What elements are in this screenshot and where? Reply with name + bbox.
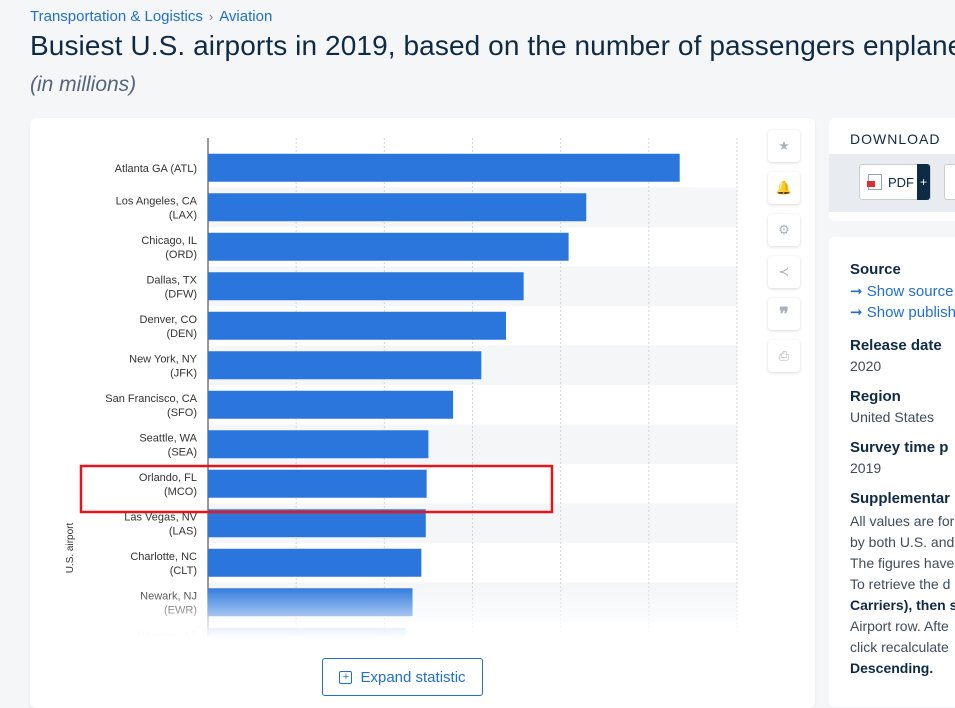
region-label: Region [850,388,901,405]
fade-overlay [30,586,750,638]
star-icon: ★ [778,138,790,153]
bell-icon: 🔔 [775,180,793,195]
bar [208,311,507,340]
supplementary-text: All values are for by both U.S. and The … [850,511,955,679]
tick-label: Charlotte, NC [130,551,197,563]
expand-label: Expand statistic [360,668,466,686]
breadcrumb-separator: › [208,9,214,24]
tick-label: Los Angeles, CA [116,195,198,207]
show-source-link[interactable]: ➞ Show source [850,283,954,300]
supp-line: Airport row. Afte [850,618,949,634]
tick-label: New York, NY [129,353,198,365]
settings-button[interactable]: ⚙ [768,214,800,246]
share-icon: ≺ [778,264,790,279]
show-publisher-link[interactable]: ➞ Show publish [850,304,955,321]
supp-line: Descending. [850,660,934,676]
region-value: United States [850,409,935,425]
bar [208,390,454,419]
chart-toolbar: ★ 🔔 ⚙ ≺ ❞ ⎙ [768,130,800,372]
tick-label: (ORD) [165,249,197,261]
breadcrumb-subcategory[interactable]: Aviation [219,8,273,25]
cite-button[interactable]: ❞ [768,298,800,330]
supp-line: All values are for [850,513,955,529]
tick-label: Las Vegas, NV [124,511,197,523]
chart-card: Atlanta GA (ATL) Los Angeles, CA (LAX) Chic… [30,118,815,708]
y-axis-title: U.S. airport [65,522,76,573]
bar [208,351,482,380]
tick-label: (JFK) [170,367,197,379]
tick-label: (DFW) [165,288,197,300]
highlight-box [79,464,554,514]
bar [208,469,427,498]
tick-label: Atlanta GA (ATL) [115,163,197,175]
pdf-download-button[interactable]: PDF + [859,164,931,200]
supp-line: Carriers), then s [850,597,955,613]
tick-label: (DEN) [166,328,197,340]
bar [208,430,429,459]
tick-label: Orlando, FL [139,472,197,484]
bar [208,509,426,538]
xls-download-button[interactable] [944,164,955,200]
tick-label: Dallas, TX [146,274,197,286]
release-date-value: 2020 [850,358,882,374]
supp-line: The figures have [850,555,955,571]
bar [208,272,524,301]
supplementary-label: Supplementar [850,490,951,507]
download-card: DOWNLOAD PDF + [829,118,955,221]
tick-label: (LAS) [169,525,197,537]
tick-label: (CLT) [170,565,197,577]
pdf-label: PDF [888,174,914,190]
gear-icon: ⚙ [778,222,790,237]
expand-icon: + [339,670,353,684]
info-card: Source ➞ Show source ➞ Show publish Rele… [829,237,955,707]
quote-icon: ❞ [779,303,789,324]
survey-period-value: 2019 [850,460,882,476]
download-options: PDF + [829,154,955,212]
tick-label: Denver, CO [140,314,198,326]
tick-label: Seattle, WA [139,432,197,444]
page-subtitle: (in millions) [30,73,137,96]
breadcrumb: Transportation & Logistics › Aviation [30,8,272,25]
tick-label: (MCO) [164,486,197,498]
print-icon: ⎙ [778,348,790,363]
bar [208,193,587,222]
notification-button[interactable]: 🔔 [768,172,800,204]
print-button[interactable]: ⎙ [768,340,800,372]
supp-line: click recalculate [850,639,949,655]
tick-label: (SFO) [167,407,197,419]
download-title: DOWNLOAD [850,131,941,147]
bar-chart: Atlanta GA (ATL) Los Angeles, CA (LAX) Chic… [30,138,750,638]
pdf-file-icon [867,174,882,190]
tick-label: (SEA) [168,446,197,458]
pdf-plus-icon: + [917,164,930,200]
supp-line: To retrieve the d [850,576,951,592]
release-date-label: Release date [850,337,942,354]
tick-label: (LAX) [169,209,197,221]
bar [208,548,422,577]
supp-line: by both U.S. and [850,534,955,550]
favorite-button[interactable]: ★ [768,130,800,162]
page-title: Busiest U.S. airports in 2019, based on … [30,30,955,61]
bar [208,232,569,261]
tick-label: Chicago, IL [141,235,197,247]
expand-statistic-button[interactable]: + Expand statistic [322,658,483,696]
tick-label: San Francisco, CA [105,393,197,405]
survey-period-label: Survey time p [850,439,949,456]
breadcrumb-category[interactable]: Transportation & Logistics [30,8,203,25]
share-button[interactable]: ≺ [768,256,800,288]
bar [208,153,680,182]
source-label: Source [850,261,901,278]
